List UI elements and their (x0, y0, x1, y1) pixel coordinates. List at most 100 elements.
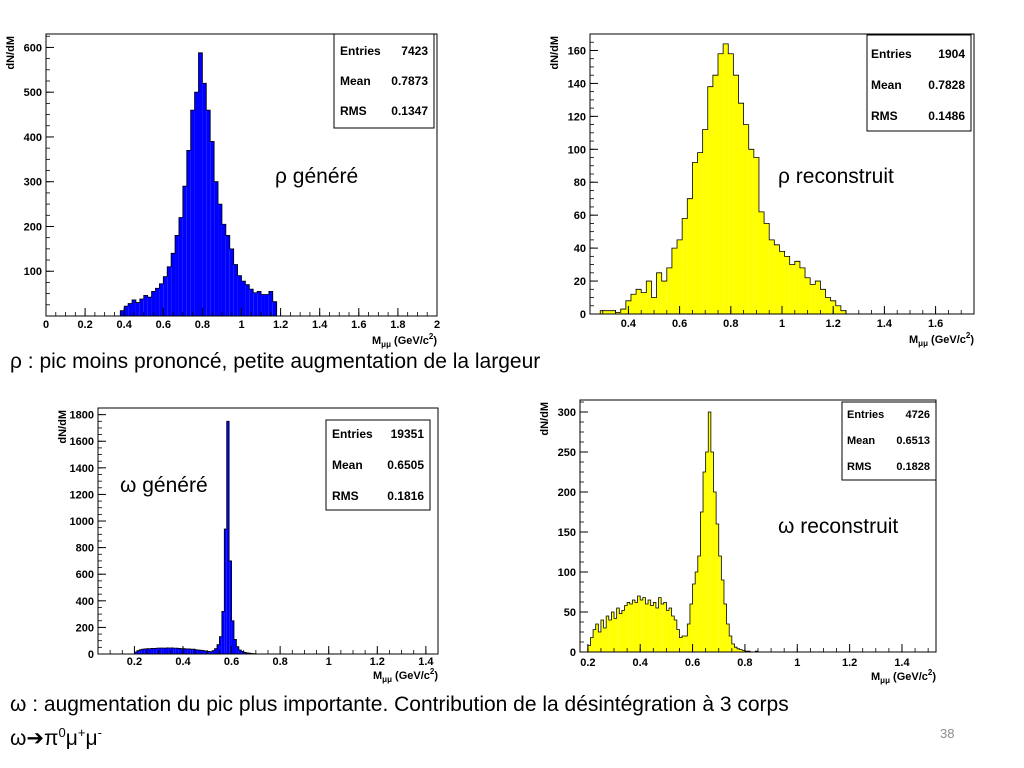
x-tick-label: 1.4 (877, 318, 893, 330)
histogram-bin (593, 629, 596, 652)
y-tick-label: 1600 (70, 436, 94, 448)
x-tick-label: 0.2 (127, 656, 142, 668)
plot-area (599, 43, 847, 315)
histogram-bin (166, 647, 169, 654)
x-tick-label: 0.6 (224, 656, 239, 668)
x-tick-label: 1.2 (370, 656, 385, 668)
histogram-bin (661, 281, 667, 314)
histogram-bin (268, 291, 273, 316)
histogram-bin (710, 452, 714, 652)
histogram-bin (687, 198, 693, 314)
stats-entries-label: Entries (847, 409, 884, 421)
histogram-bin (742, 650, 745, 652)
histogram-bin (705, 452, 709, 652)
histogram-bin (144, 648, 147, 654)
stats-mean-label: Mean (340, 74, 371, 88)
slide-number: 38 (940, 726, 955, 741)
stats-mean-value: 0.7873 (391, 74, 428, 88)
histogram-bin (700, 512, 704, 652)
histogram-bin (139, 298, 144, 316)
histogram-bin (198, 52, 203, 317)
stats-box-frame (866, 34, 972, 132)
histogram-bin (202, 83, 207, 316)
histogram-bin (630, 294, 637, 314)
y-tick-label: 300 (24, 177, 42, 189)
stats-mean-value: 0.7828 (928, 78, 965, 92)
histogram-bin (723, 43, 729, 314)
stats-mean-value: 0.6513 (896, 435, 930, 447)
y-tick-label: 1000 (70, 516, 94, 528)
histogram-bin (684, 636, 688, 652)
y-axis-title: dN/dM (549, 36, 561, 70)
histogram-bin (718, 53, 724, 314)
histogram-bin (640, 600, 643, 652)
y-tick-label: 40 (574, 243, 586, 255)
histogram-bin (629, 604, 633, 652)
histogram-bin (155, 288, 160, 316)
x-tick-label: 1.6 (351, 319, 366, 331)
histogram-bin (243, 652, 247, 654)
histogram-bin (210, 141, 215, 316)
histogram-bin (616, 608, 620, 652)
chart-annotation: ρ reconstruit (778, 165, 894, 188)
histogram-bin (207, 651, 210, 654)
histogram-bin (187, 648, 191, 654)
pi-charge: 0 (58, 725, 66, 740)
histogram-bin (779, 251, 785, 314)
muon-plus: μ (65, 727, 78, 750)
histogram-bin (713, 492, 717, 652)
histogram-bin (124, 306, 129, 316)
histogram-bin (168, 648, 171, 654)
stats-box: Entries 1904 Mean 0.7828 RMS 0.1486 (866, 34, 972, 132)
histogram-bin (249, 289, 254, 316)
histogram-bin (195, 649, 198, 654)
x-tick-label: 0.6 (156, 319, 171, 331)
histogram-bin (605, 310, 611, 314)
plot-area (119, 52, 278, 317)
y-axis-title: dN/dM (539, 402, 551, 436)
y-tick-label: 150 (558, 527, 576, 539)
histogram-bin (748, 149, 754, 314)
histogram-bin (627, 602, 630, 652)
histogram-bin (658, 597, 662, 652)
x-tick-label: 1 (238, 319, 244, 331)
y-tick-label: 500 (24, 87, 42, 99)
histogram-bin (229, 248, 234, 316)
histogram-bin (723, 604, 727, 652)
caption-omega-line1: ω : augmentation du pic plus importante.… (10, 693, 789, 716)
histogram-bin (815, 281, 821, 314)
chart-annotation: ω généré (120, 474, 208, 497)
x-tick-label: 0.4 (175, 656, 191, 668)
stats-box-frame (841, 401, 937, 481)
x-tick-label: 0.2 (77, 319, 92, 331)
stats-rms-value: 0.1486 (928, 109, 965, 123)
histogram-bin (707, 86, 713, 315)
histogram-bin (835, 305, 841, 314)
histogram-bin (674, 620, 677, 652)
histogram-bin (209, 651, 213, 654)
muon-plus-charge: + (77, 725, 86, 740)
histogram-bin (737, 648, 740, 652)
histogram-bin (695, 572, 698, 652)
x-axis-title: Mμμ (GeV/c2) (909, 331, 974, 348)
stats-box-frame (325, 419, 431, 511)
histogram-bin (692, 162, 698, 314)
histogram-bin (241, 281, 246, 316)
histogram-bin (739, 649, 743, 652)
stats-rms-value: 0.1828 (896, 461, 930, 473)
stats-box: Entries 7423 Mean 0.7873 RMS 0.1347 (333, 33, 435, 129)
histogram-bin (224, 529, 227, 654)
histogram-bin (661, 604, 664, 652)
histogram-bin (212, 650, 215, 654)
y-tick-label: 300 (558, 407, 576, 419)
chart-omega-reconstructed-svg: 0.2 0.4 0.6 0.8 1 1.2 1.4 0 50 100 150 200 250 300 dN/… (539, 399, 937, 685)
histogram-bin (175, 235, 179, 316)
histogram-bin (590, 637, 594, 652)
x-tick-label: 0.4 (633, 657, 649, 669)
histogram-bin (204, 651, 208, 654)
histogram-bin (598, 632, 601, 652)
stats-rms-label: RMS (871, 109, 898, 123)
histogram-bin (608, 620, 612, 652)
y-tick-label: 600 (76, 569, 94, 581)
histogram-bin (619, 613, 622, 652)
